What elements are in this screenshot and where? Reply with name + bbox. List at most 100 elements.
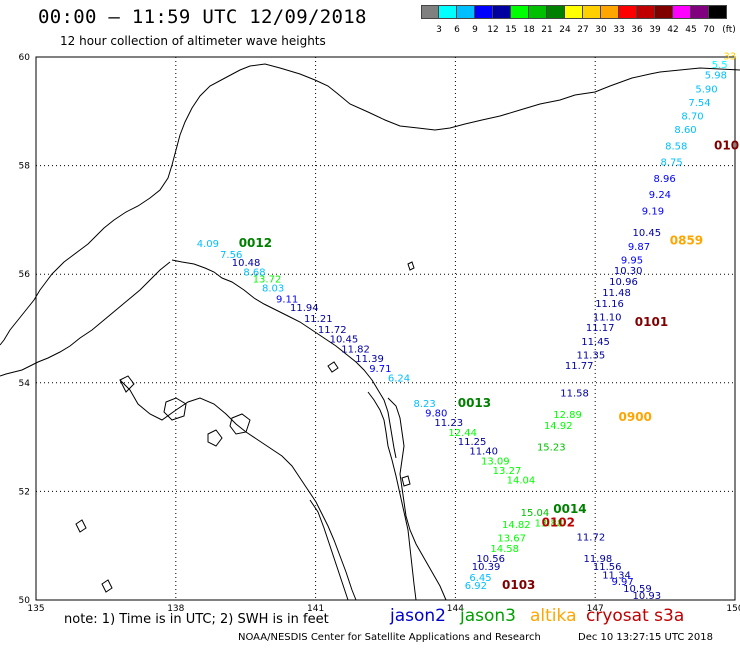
page-subtitle: 12 hour collection of altimeter wave hei…: [60, 34, 326, 48]
pass-time-label: 0103: [502, 578, 535, 592]
wave-height-reading: 8.23: [413, 399, 435, 410]
wave-height-reading: 13.27: [493, 466, 522, 477]
wave-height-reading: 11.10: [593, 312, 622, 323]
legend-swatch: [511, 5, 529, 19]
legend-label: 45: [685, 25, 697, 35]
credit-text: NOAA/NESDIS Center for Satellite Applica…: [238, 632, 541, 643]
wave-height-reading: 11.23: [434, 418, 463, 429]
wave-height-reading: 11.45: [581, 337, 610, 348]
legend-label: 6: [454, 25, 460, 35]
sakhalin-north: [367, 391, 417, 601]
wave-height-reading: 12.89: [553, 410, 582, 421]
longitude-tick-label: 147: [587, 604, 604, 614]
wave-height-reading: 10.39: [472, 562, 501, 573]
wave-height-reading: 10.48: [232, 258, 261, 269]
latitude-tick-label: 52: [19, 487, 30, 497]
wave-height-reading: 11.39: [355, 354, 384, 365]
wave-height-reading: 9.95: [621, 255, 643, 266]
legend-swatch: [475, 5, 493, 19]
island-8: [327, 361, 339, 373]
latitude-tick-label: 60: [19, 53, 31, 63]
legend-label: 42: [667, 25, 679, 35]
wave-height-reading: 6.24: [388, 374, 410, 385]
island-6: [101, 579, 113, 593]
units-note: note: 1) Time is in UTC; 2) SWH is in fe…: [64, 612, 329, 627]
wave-height-reading: 9.97: [612, 577, 634, 588]
legend-swatch: [547, 5, 565, 19]
pass-time-label: 010: [714, 138, 739, 152]
legend-swatch: [457, 5, 475, 19]
legend-label: 36: [631, 25, 643, 35]
legend-swatch: [709, 5, 727, 19]
wave-height-reading: 11.72: [318, 325, 347, 336]
wave-height-reading: 8.68: [243, 267, 265, 278]
legend-label: 3: [436, 25, 442, 35]
generated-timestamp: Dec 10 13:27:15 UTC 2018: [578, 632, 713, 643]
satellite-legend-item: altika: [530, 606, 577, 626]
coastline: [0, 63, 740, 601]
wave-height-reading: 4.09: [197, 239, 219, 250]
island-4: [119, 375, 135, 393]
pass-time-label: 0859: [670, 233, 703, 247]
latitude-tick-label: 58: [19, 162, 31, 172]
legend-color-scale: [421, 5, 727, 19]
island-9: [401, 475, 411, 487]
wave-height-reading: 7.54: [688, 98, 710, 109]
legend-unit: (ft): [722, 25, 736, 35]
wave-height-reading: 11.17: [586, 323, 615, 334]
shantar-coast: [171, 259, 397, 459]
wave-height-reading: 8.58: [665, 141, 687, 152]
legend-swatch: [583, 5, 601, 19]
legend-label: 33: [613, 25, 625, 35]
island-5: [75, 519, 87, 533]
legend-label: 30: [595, 25, 607, 35]
wave-height-reading: 11.25: [458, 437, 487, 448]
wave-height-reading: 10.59: [623, 584, 652, 595]
wave-height-reading: 6.92: [465, 581, 487, 592]
wave-height-reading: 14.92: [544, 421, 573, 432]
wave-height-reading: 15.23: [537, 443, 566, 454]
longitude-tick-label: 135: [27, 604, 44, 614]
wave-height-reading: 11.48: [602, 288, 631, 299]
legend-label: 21: [541, 25, 553, 35]
legend-swatch: [601, 5, 619, 19]
satellite-legend-item: jason3: [460, 606, 516, 626]
wave-height-reading: 11.35: [577, 350, 606, 361]
wave-height-reading: 8.75: [660, 158, 682, 169]
wave-height-reading: 10.96: [609, 277, 638, 288]
sakhalin-west-lower: [309, 499, 349, 601]
legend-swatch: [655, 5, 673, 19]
wave-height-reading: 11.21: [304, 314, 333, 325]
pass-time-label: 0013: [458, 396, 491, 410]
pass-time-label: 0900: [619, 410, 652, 424]
legend-label: 15: [505, 25, 517, 35]
page-title: 00:00 — 11:59 UTC 12/09/2018: [38, 6, 367, 28]
map-border: [35, 56, 736, 601]
wave-height-reading: 14.58: [490, 544, 519, 555]
legend-swatch: [421, 5, 439, 19]
legend-label: 9: [472, 25, 478, 35]
island-3: [207, 429, 223, 447]
legend-swatch: [529, 5, 547, 19]
wave-height-reading: 5.98: [705, 71, 727, 82]
wave-height-legend: 3 6 9 12 15 18 21 24 27 30 33 36 39 42 45 70 (ft): [421, 5, 736, 35]
amur-estuary: [119, 379, 357, 601]
island-1: [163, 397, 187, 421]
wave-height-reading: 10.45: [632, 228, 661, 239]
wave-height-reading: 12.44: [448, 428, 477, 439]
latitude-tick-label: 56: [19, 270, 31, 280]
legend-swatch: [493, 5, 511, 19]
wave-height-reading: 13.72: [253, 274, 282, 285]
wave-height-reading: 15.04: [521, 508, 550, 519]
wave-height-reading: 11.77: [565, 361, 594, 372]
wave-height-reading: 13.88: [535, 519, 564, 530]
wave-height-reading: 6.45: [469, 573, 491, 584]
legend-swatch: [565, 5, 583, 19]
wave-height-reading: 10.93: [632, 591, 661, 602]
legend-label: 27: [577, 25, 589, 35]
legend-swatch: [673, 5, 691, 19]
wave-height-reading: 8.60: [674, 125, 696, 136]
